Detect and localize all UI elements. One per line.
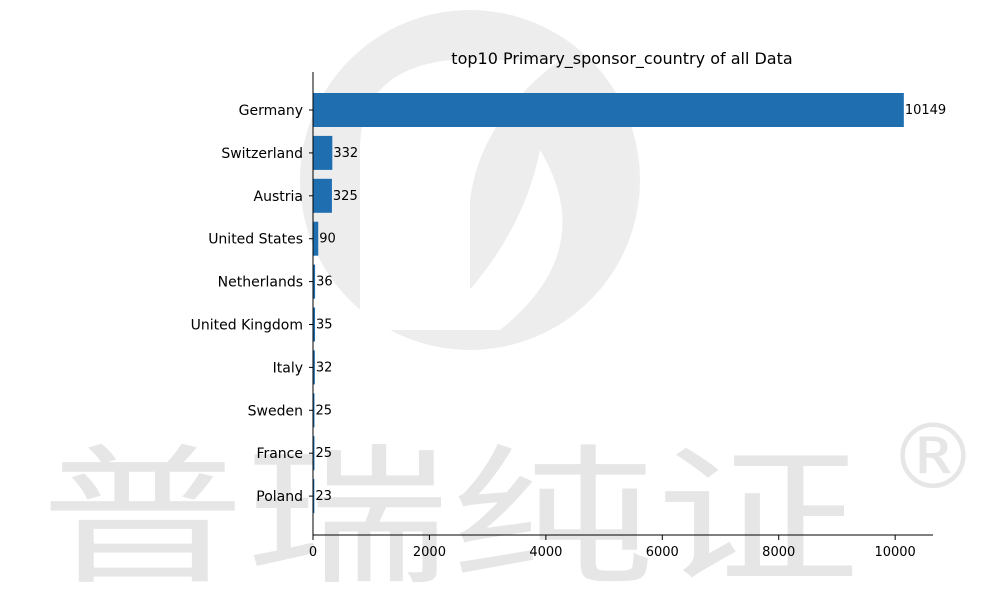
category-label: Switzerland <box>221 146 303 162</box>
value-labels: 10149 332 325 90 36 35 32 25 25 23 <box>315 103 946 504</box>
watermark-registered-mark: ® <box>888 405 978 510</box>
value-label: 25 <box>315 403 332 418</box>
x-tick-label: 0 <box>309 545 317 560</box>
bar-poland <box>313 479 315 514</box>
bar-germany <box>313 93 904 127</box>
bar-austria <box>313 178 332 213</box>
bar-italy <box>313 350 315 385</box>
watermark-text: 普瑞纯证 <box>40 432 860 600</box>
x-tick-label: 6000 <box>646 545 679 560</box>
value-label: 23 <box>315 489 332 504</box>
value-label: 325 <box>333 189 358 204</box>
category-label: Poland <box>256 489 303 505</box>
category-label: Germany <box>239 103 303 119</box>
category-label: Sweden <box>248 403 303 419</box>
bar-united-kingdom <box>313 307 316 342</box>
category-label: Austria <box>254 189 303 205</box>
x-tick-label: 10000 <box>874 545 915 560</box>
bar-netherlands <box>313 264 316 299</box>
x-tick-label: 4000 <box>529 545 562 560</box>
category-label: France <box>256 446 303 462</box>
bars-group <box>313 93 904 514</box>
x-tick-label: 8000 <box>762 545 795 560</box>
bar-france <box>313 436 315 471</box>
value-label: 35 <box>316 318 333 333</box>
bar-switzerland <box>313 135 333 170</box>
chart-title: top10 Primary_sponsor_country of all Dat… <box>451 49 792 69</box>
value-label: 32 <box>316 360 333 375</box>
value-label: 10149 <box>905 103 946 118</box>
x-tick-label: 2000 <box>413 545 446 560</box>
category-labels: Germany Switzerland Austria United States Ne… <box>191 103 313 505</box>
value-label: 36 <box>316 275 333 290</box>
category-label: Italy <box>273 360 303 376</box>
bar-sweden <box>313 393 315 428</box>
value-label: 332 <box>333 146 358 161</box>
bar-united-states <box>313 221 319 256</box>
category-label: United States <box>208 232 303 248</box>
category-label: Netherlands <box>218 275 303 291</box>
value-label: 90 <box>319 232 336 247</box>
value-label: 25 <box>315 446 332 461</box>
category-label: United Kingdom <box>191 318 303 334</box>
x-axis-ticks: 0 2000 4000 6000 8000 10000 <box>309 535 916 560</box>
